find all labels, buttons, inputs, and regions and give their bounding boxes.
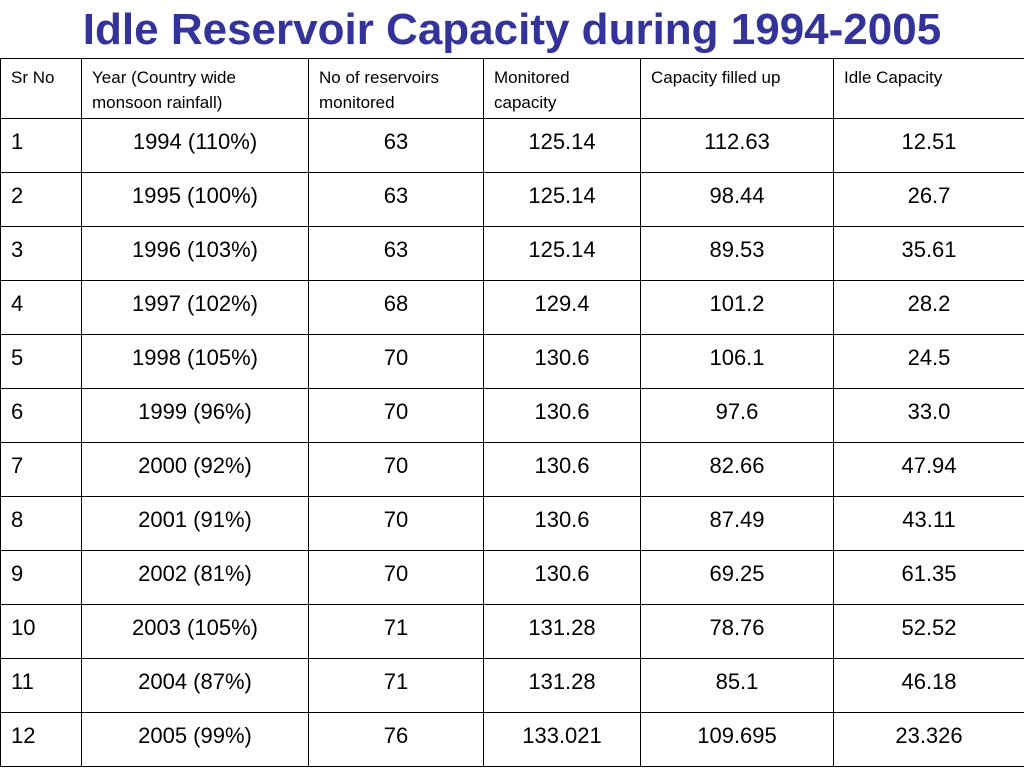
reservoir-table: Sr No Year (Country wide monsoon rainfal… xyxy=(0,58,1024,767)
capacity-filled-cell: 85.1 xyxy=(640,658,834,713)
capacity-filled-cell: 78.76 xyxy=(640,604,834,659)
reservoirs-cell: 76 xyxy=(308,712,484,767)
sr-no-cell: 5 xyxy=(0,334,82,389)
year-cell: 1999 (96%) xyxy=(81,388,309,443)
monitored-capacity-cell: 131.28 xyxy=(483,658,641,713)
idle-capacity-cell: 46.18 xyxy=(833,658,1024,713)
table-row: 6 1999 (96%) 70 130.6 97.6 33.0 xyxy=(0,388,1024,443)
reservoirs-cell: 63 xyxy=(308,118,484,173)
reservoirs-cell: 70 xyxy=(308,550,484,605)
reservoirs-cell: 63 xyxy=(308,226,484,281)
sr-no-cell: 8 xyxy=(0,496,82,551)
capacity-filled-cell: 87.49 xyxy=(640,496,834,551)
monitored-capacity-cell: 130.6 xyxy=(483,334,641,389)
capacity-filled-cell: 112.63 xyxy=(640,118,834,173)
capacity-filled-cell: 106.1 xyxy=(640,334,834,389)
idle-capacity-cell: 26.7 xyxy=(833,172,1024,227)
reservoirs-cell: 71 xyxy=(308,658,484,713)
table-row: 1 1994 (110%) 63 125.14 112.63 12.51 xyxy=(0,118,1024,173)
sr-no-cell: 12 xyxy=(0,712,82,767)
sr-no-cell: 7 xyxy=(0,442,82,497)
year-cell: 1995 (100%) xyxy=(81,172,309,227)
table-row: 12 2005 (99%) 76 133.021 109.695 23.326 xyxy=(0,712,1024,767)
year-cell: 2005 (99%) xyxy=(81,712,309,767)
idle-capacity-cell: 47.94 xyxy=(833,442,1024,497)
year-cell: 1998 (105%) xyxy=(81,334,309,389)
idle-capacity-cell: 23.326 xyxy=(833,712,1024,767)
table-row: 2 1995 (100%) 63 125.14 98.44 26.7 xyxy=(0,172,1024,227)
idle-capacity-cell: 24.5 xyxy=(833,334,1024,389)
table-row: 5 1998 (105%) 70 130.6 106.1 24.5 xyxy=(0,334,1024,389)
capacity-filled-cell: 82.66 xyxy=(640,442,834,497)
header-year: Year (Country wide monsoon rainfall) xyxy=(81,58,309,119)
year-cell: 2004 (87%) xyxy=(81,658,309,713)
monitored-capacity-cell: 129.4 xyxy=(483,280,641,335)
table-row: 9 2002 (81%) 70 130.6 69.25 61.35 xyxy=(0,550,1024,605)
page-title: Idle Reservoir Capacity during 1994-2005 xyxy=(82,5,942,54)
capacity-filled-cell: 98.44 xyxy=(640,172,834,227)
idle-capacity-cell: 28.2 xyxy=(833,280,1024,335)
header-sr-no: Sr No xyxy=(0,58,82,119)
idle-capacity-cell: 52.52 xyxy=(833,604,1024,659)
reservoirs-cell: 70 xyxy=(308,442,484,497)
idle-capacity-cell: 61.35 xyxy=(833,550,1024,605)
monitored-capacity-cell: 125.14 xyxy=(483,118,641,173)
year-cell: 1997 (102%) xyxy=(81,280,309,335)
header-idle-capacity: Idle Capacity xyxy=(833,58,1024,119)
sr-no-cell: 10 xyxy=(0,604,82,659)
table-row: 3 1996 (103%) 63 125.14 89.53 35.61 xyxy=(0,226,1024,281)
year-cell: 1996 (103%) xyxy=(81,226,309,281)
reservoirs-cell: 63 xyxy=(308,172,484,227)
table-row: 7 2000 (92%) 70 130.6 82.66 47.94 xyxy=(0,442,1024,497)
reservoirs-cell: 70 xyxy=(308,388,484,443)
table-body: 1 1994 (110%) 63 125.14 112.63 12.51 2 1995 (10… xyxy=(0,118,1024,767)
capacity-filled-cell: 89.53 xyxy=(640,226,834,281)
monitored-capacity-cell: 125.14 xyxy=(483,226,641,281)
year-cell: 1994 (110%) xyxy=(81,118,309,173)
capacity-filled-cell: 69.25 xyxy=(640,550,834,605)
capacity-filled-cell: 101.2 xyxy=(640,280,834,335)
header-capacity-filled: Capacity filled up xyxy=(640,58,834,119)
monitored-capacity-cell: 130.6 xyxy=(483,388,641,443)
monitored-capacity-cell: 130.6 xyxy=(483,496,641,551)
table-row: 8 2001 (91%) 70 130.6 87.49 43.11 xyxy=(0,496,1024,551)
sr-no-cell: 4 xyxy=(0,280,82,335)
monitored-capacity-cell: 131.28 xyxy=(483,604,641,659)
idle-capacity-cell: 33.0 xyxy=(833,388,1024,443)
table-row: 4 1997 (102%) 68 129.4 101.2 28.2 xyxy=(0,280,1024,335)
header-reservoirs-monitored: No of reservoirs monitored xyxy=(308,58,484,119)
reservoirs-cell: 71 xyxy=(308,604,484,659)
reservoirs-cell: 70 xyxy=(308,334,484,389)
sr-no-cell: 2 xyxy=(0,172,82,227)
year-cell: 2003 (105%) xyxy=(81,604,309,659)
reservoirs-cell: 70 xyxy=(308,496,484,551)
year-cell: 2002 (81%) xyxy=(81,550,309,605)
monitored-capacity-cell: 133.021 xyxy=(483,712,641,767)
year-cell: 2001 (91%) xyxy=(81,496,309,551)
idle-capacity-cell: 43.11 xyxy=(833,496,1024,551)
monitored-capacity-cell: 125.14 xyxy=(483,172,641,227)
capacity-filled-cell: 97.6 xyxy=(640,388,834,443)
capacity-filled-cell: 109.695 xyxy=(640,712,834,767)
idle-capacity-cell: 35.61 xyxy=(833,226,1024,281)
sr-no-cell: 6 xyxy=(0,388,82,443)
reservoirs-cell: 68 xyxy=(308,280,484,335)
sr-no-cell: 9 xyxy=(0,550,82,605)
sr-no-cell: 3 xyxy=(0,226,82,281)
table-row: 10 2003 (105%) 71 131.28 78.76 52.52 xyxy=(0,604,1024,659)
table-header-row: Sr No Year (Country wide monsoon rainfal… xyxy=(0,58,1024,119)
sr-no-cell: 1 xyxy=(0,118,82,173)
monitored-capacity-cell: 130.6 xyxy=(483,442,641,497)
monitored-capacity-cell: 130.6 xyxy=(483,550,641,605)
year-cell: 2000 (92%) xyxy=(81,442,309,497)
idle-capacity-cell: 12.51 xyxy=(833,118,1024,173)
table-row: 11 2004 (87%) 71 131.28 85.1 46.18 xyxy=(0,658,1024,713)
header-monitored-capacity: Monitored capacity xyxy=(483,58,641,119)
sr-no-cell: 11 xyxy=(0,658,82,713)
